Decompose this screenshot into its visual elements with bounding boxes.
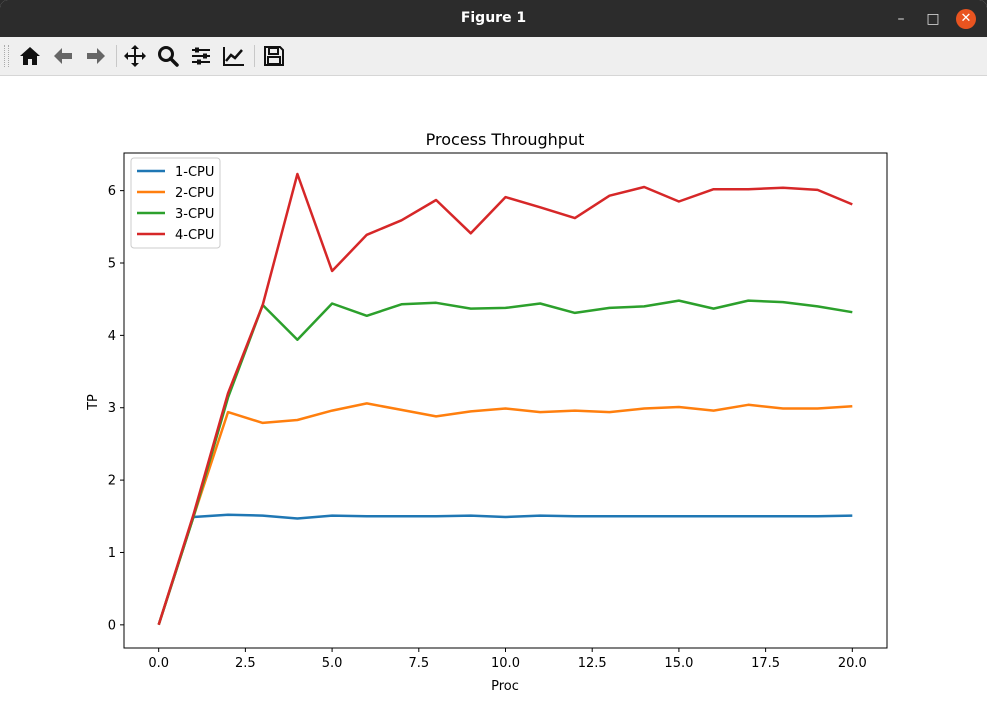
x-tick-label: 7.5 — [408, 656, 429, 671]
zoom-button[interactable] — [154, 42, 182, 70]
back-button[interactable] — [49, 42, 77, 70]
x-axis-label: Proc — [491, 679, 519, 694]
y-tick-label: 1 — [108, 546, 116, 561]
chart-title: Process Throughput — [426, 130, 585, 149]
x-tick-label: 5.0 — [322, 656, 343, 671]
x-tick-label: 17.5 — [751, 656, 780, 671]
y-tick-label: 4 — [108, 329, 116, 344]
home-button[interactable] — [16, 42, 44, 70]
legend-label-3-cpu: 3-CPU — [175, 207, 214, 222]
toolbar-separator — [254, 45, 255, 67]
x-tick-label: 10.0 — [491, 656, 520, 671]
series-line-4-cpu — [157, 172, 853, 626]
toolbar-separator — [116, 45, 117, 67]
minimize-button[interactable]: – — [897, 11, 905, 27]
line-chart: Process Throughput Proc TP 0.0 2.5 5.0 7.5 1… — [86, 130, 888, 694]
forward-button[interactable] — [82, 42, 110, 70]
y-tick-label: 2 — [108, 474, 116, 489]
arrow-right-icon — [87, 48, 105, 64]
maximize-button[interactable]: □ — [926, 11, 940, 27]
series-line-3-cpu — [157, 299, 853, 626]
y-axis-label: TP — [86, 394, 101, 411]
sliders-icon — [192, 47, 210, 65]
configure-subplots-button[interactable] — [187, 42, 215, 70]
x-tick-label: 20.0 — [838, 656, 867, 671]
x-tick-label: 2.5 — [235, 656, 256, 671]
title-bar: Figure 1 – □ ✕ — [0, 0, 987, 37]
x-tick-label: 0.0 — [148, 656, 169, 671]
magnifier-icon — [158, 46, 179, 67]
series-line-2-cpu — [157, 402, 853, 626]
legend-label-4-cpu: 4-CPU — [175, 228, 214, 243]
close-button[interactable]: ✕ — [956, 9, 976, 29]
arrow-left-icon — [54, 48, 72, 64]
save-button[interactable] — [260, 42, 288, 70]
window-title: Figure 1 — [460, 10, 527, 26]
y-tick-label: 6 — [108, 184, 116, 199]
edit-axis-button[interactable] — [220, 42, 248, 70]
series-line-1-cpu — [157, 513, 853, 626]
y-tick-label: 0 — [108, 618, 116, 633]
legend-box — [130, 157, 221, 249]
plot-area-frame — [123, 152, 888, 649]
floppy-disk-icon — [264, 46, 284, 66]
axis-ticks: 0.0 2.5 5.0 7.5 10.0 12.5 15.0 17.5 20.0 0 1 2 3 4 5 6 — [108, 184, 867, 671]
legend-label-1-cpu: 1-CPU — [175, 165, 214, 180]
legend-label-2-cpu: 2-CPU — [175, 186, 214, 201]
x-tick-label: 12.5 — [578, 656, 607, 671]
series-lines — [157, 172, 853, 626]
navigation-toolbar — [0, 37, 987, 76]
pan-button[interactable] — [121, 42, 149, 70]
legend: 1-CPU 2-CPU 3-CPU 4-CPU — [130, 157, 221, 249]
figure-canvas[interactable]: Process Throughput Proc TP 0.0 2.5 5.0 7.5 1… — [0, 76, 987, 719]
home-icon — [20, 47, 40, 65]
move-icon — [124, 45, 146, 67]
toolbar-grip — [4, 45, 9, 67]
y-tick-label: 3 — [108, 401, 116, 416]
x-tick-label: 15.0 — [664, 656, 693, 671]
line-chart-icon — [223, 47, 244, 66]
y-tick-label: 5 — [108, 257, 116, 272]
